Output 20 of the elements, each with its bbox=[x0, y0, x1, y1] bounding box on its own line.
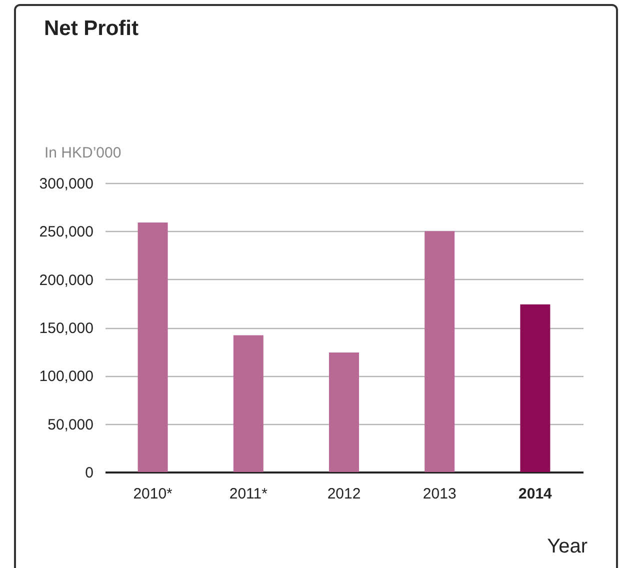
bar bbox=[424, 231, 455, 472]
y-tick-label: 0 bbox=[85, 464, 94, 482]
x-axis-title: Year bbox=[547, 536, 588, 558]
y-tick-label: 50,000 bbox=[48, 416, 94, 434]
y-tick-label: 150,000 bbox=[39, 320, 94, 337]
y-tick-label: 100,000 bbox=[39, 368, 94, 386]
x-tick-label: 2013 bbox=[422, 486, 456, 502]
bar bbox=[520, 304, 550, 472]
y-tick-label: 300,000 bbox=[39, 176, 94, 192]
x-tick-label: 2010* bbox=[133, 486, 173, 502]
y-axis-title: In HKD’000 bbox=[44, 144, 122, 162]
bar bbox=[329, 352, 359, 472]
x-tick-label: 2011* bbox=[229, 486, 268, 502]
x-tick-label: 2012 bbox=[327, 486, 361, 502]
x-tick-label: 2014 bbox=[518, 486, 553, 502]
y-tick-label: 250,000 bbox=[39, 224, 94, 241]
bar bbox=[138, 222, 168, 472]
bar bbox=[233, 335, 264, 472]
chart-title: Net Profit bbox=[44, 17, 139, 40]
y-tick-label: 200,000 bbox=[39, 272, 94, 289]
